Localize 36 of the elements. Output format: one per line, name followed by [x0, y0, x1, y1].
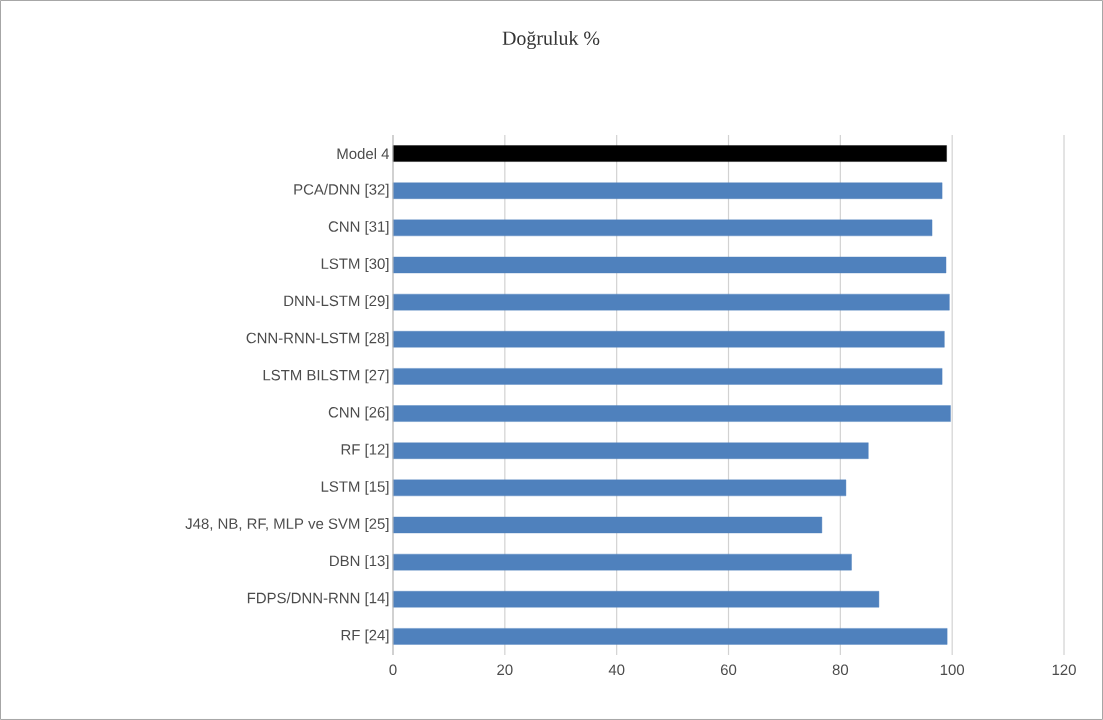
bar	[392, 553, 852, 571]
y-tick-label: J48, NB, RF, MLP ve SVM [25]	[185, 518, 389, 532]
bar	[392, 219, 933, 237]
bar	[392, 442, 869, 459]
bar	[392, 331, 945, 348]
x-tick-label: 120	[1052, 664, 1076, 676]
y-tick-label: FDPS/DNN-RNN [14]	[247, 592, 389, 607]
x-tick-label: 60	[720, 664, 737, 676]
bar	[392, 256, 947, 274]
bar	[392, 182, 943, 199]
x-tick-label: 100	[940, 664, 965, 676]
bar	[392, 368, 943, 385]
y-tick-label: CNN [26]	[328, 406, 389, 421]
bar	[392, 591, 880, 608]
y-tick-label: CNN [31]	[328, 220, 389, 235]
bar	[392, 405, 951, 422]
y-tick-label: LSTM [30]	[321, 258, 389, 272]
y-tick-label: RF [24]	[341, 629, 389, 644]
bar	[392, 516, 823, 534]
bar	[392, 628, 948, 645]
bar	[392, 293, 950, 311]
x-tick-label: 0	[389, 664, 397, 676]
x-tick-label: 40	[608, 664, 625, 676]
y-tick-label: RF [12]	[341, 443, 389, 458]
y-tick-label: DNN-LSTM [29]	[284, 295, 389, 310]
y-tick-label: LSTM BILSTM [27]	[263, 369, 389, 384]
chart-title: Doğruluk %	[502, 30, 600, 50]
x-tick-label: 20	[497, 664, 513, 676]
y-tick-label: PCA/DNN [32]	[294, 183, 389, 198]
bar	[392, 145, 947, 162]
y-tick-label: LSTM [15]	[321, 480, 389, 495]
y-tick-label: DBN [13]	[330, 555, 389, 570]
y-tick-label: Model 4	[337, 148, 390, 160]
bar	[392, 479, 847, 497]
y-tick-label: CNN-RNN-LSTM [28]	[246, 332, 389, 347]
x-tick-label: 80	[832, 664, 849, 676]
